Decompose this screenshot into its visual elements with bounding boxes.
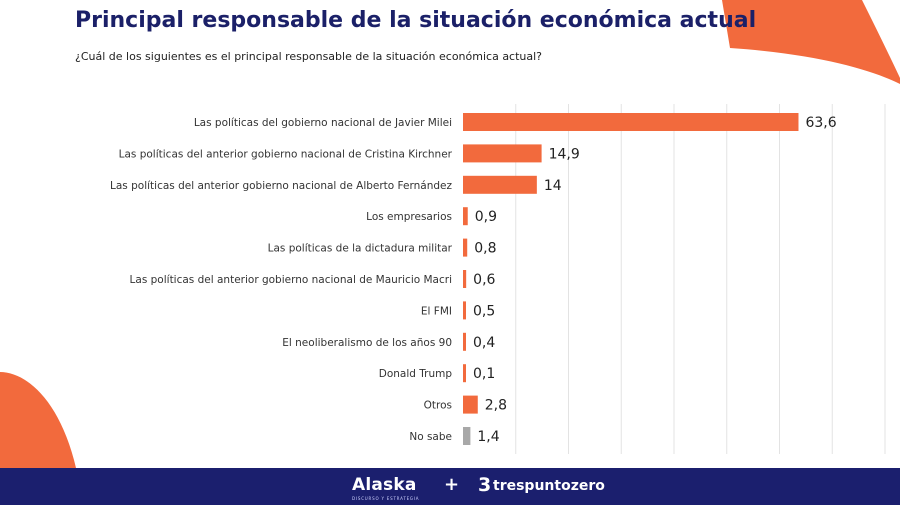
bar <box>463 175 537 194</box>
category-label: Otros <box>424 400 452 412</box>
value-label: 0,1 <box>473 366 495 382</box>
category-label: Las políticas del gobierno nacional de J… <box>194 117 452 129</box>
category-label: Las políticas de la dictadura militar <box>268 243 453 255</box>
value-label: 0,8 <box>474 241 496 257</box>
brand-alaska-tagline: DISCURSO Y ESTRATEGIA <box>352 496 420 501</box>
value-label: 14 <box>544 178 562 194</box>
bar <box>463 332 466 351</box>
value-label: 63,6 <box>805 115 836 131</box>
bar-chart: Las políticas del gobierno nacional de J… <box>110 104 886 454</box>
category-label: Las políticas del anterior gobierno naci… <box>130 274 452 286</box>
value-label: 0,4 <box>473 335 495 351</box>
survey-question: ¿Cuál de los siguientes es el principal … <box>75 50 543 63</box>
bar <box>463 113 799 131</box>
grid-lines <box>515 104 886 454</box>
category-label: Los empresarios <box>366 211 452 223</box>
category-label: El FMI <box>421 305 452 317</box>
bar <box>463 238 468 257</box>
bars: Las políticas del gobierno nacional de J… <box>110 113 837 445</box>
page-title: Principal responsable de la situación ec… <box>75 8 757 33</box>
bar <box>463 395 478 414</box>
category-label: Las políticas del anterior gobierno naci… <box>119 148 453 160</box>
brand-alaska-logo: Alaska <box>352 475 417 495</box>
footer-bar: Alaska DISCURSO Y ESTRATEGIA + 3 trespun… <box>0 468 900 505</box>
value-label: 14,9 <box>549 146 580 162</box>
value-label: 1,4 <box>477 429 499 445</box>
category-label: Donald Trump <box>379 368 453 380</box>
bar <box>463 207 468 226</box>
brand-separator: + <box>444 474 460 495</box>
bar <box>463 364 466 383</box>
brand-trespuntozero-logo: trespuntozero <box>493 478 605 494</box>
bar <box>463 301 466 320</box>
category-label: Las políticas del anterior gobierno naci… <box>110 180 452 192</box>
bar <box>463 270 467 288</box>
brand-trespuntozero-mark: 3 <box>478 474 492 496</box>
value-label: 0,5 <box>473 303 495 319</box>
value-label: 0,9 <box>475 209 497 225</box>
category-label: El neoliberalismo de los años 90 <box>282 337 452 349</box>
category-label: No sabe <box>409 431 452 443</box>
bar <box>463 144 542 163</box>
bar <box>463 427 471 445</box>
value-label: 2,8 <box>485 398 507 414</box>
value-label: 0,6 <box>473 272 495 288</box>
